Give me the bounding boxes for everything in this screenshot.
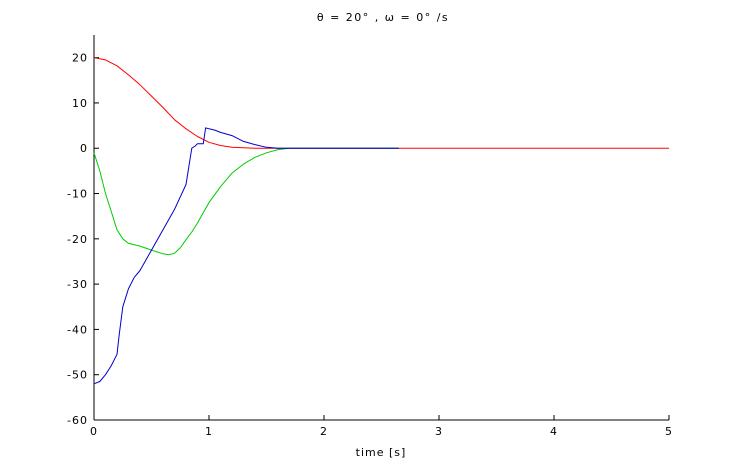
y-tick-label: 10 [72,97,88,110]
x-axis-label: time [s] [356,446,407,459]
y-tick-label: -60 [67,414,88,427]
chart-title: θ = 20° , ω = 0° /s [317,11,449,24]
x-tick-label: 4 [550,425,558,438]
series-line-3 [93,127,399,385]
series-line-2 [93,147,399,256]
x-tick-label: 1 [205,425,213,438]
y-tick-label: -20 [67,233,88,246]
y-tick-label: -10 [67,188,88,201]
y-tick-label: -50 [67,369,88,382]
y-tick-label: 20 [72,52,88,65]
x-tick-label: 0 [90,425,98,438]
axes: 0 1 2 3 4 5 20 10 0 -10 -20 -30 -40 -50 -60 [67,35,673,438]
y-tick-label: -40 [67,323,88,336]
x-tick-label: 2 [320,425,328,438]
y-tick-label: 0 [80,142,88,155]
x-tick-label: 5 [665,425,673,438]
x-tick-label: 3 [435,425,443,438]
y-tick-label: -30 [67,278,88,291]
series-layer [93,57,669,385]
series-line-1 [93,57,669,149]
